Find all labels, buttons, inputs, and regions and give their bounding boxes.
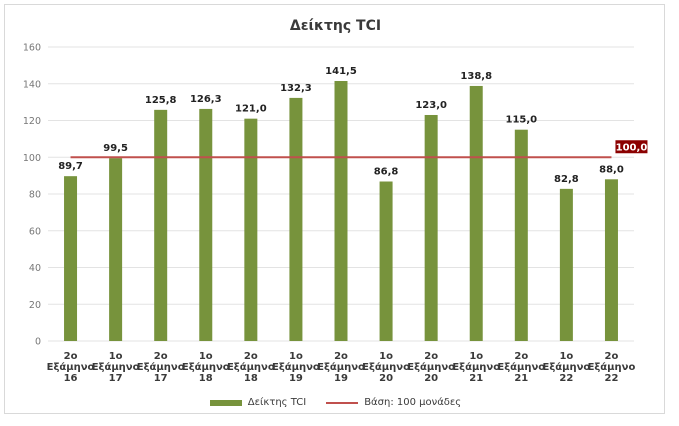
x-tick-label: 16: [64, 373, 78, 384]
bar: [64, 176, 78, 341]
x-tick-label: 1ο: [109, 351, 123, 362]
x-tick-label: Εξάμηνο: [542, 361, 590, 373]
chart-title: Δείκτης TCI: [289, 18, 382, 34]
data-label: 138,8: [460, 71, 492, 82]
x-tick-label: 1ο: [469, 351, 483, 362]
x-tick-label: Εξάμηνο: [362, 361, 410, 373]
baseline-label: 100,0: [616, 142, 648, 153]
x-tick-label: 2ο: [244, 351, 258, 362]
data-label: 141,5: [325, 66, 357, 77]
baseline-label-box: [615, 140, 648, 154]
x-tick-label: 18: [199, 373, 213, 384]
x-tick-label: Εξάμηνο: [272, 361, 320, 373]
bar: [109, 158, 123, 341]
y-tick-label: 120: [23, 116, 41, 127]
x-tick-label: Εξάμηνο: [407, 361, 455, 373]
bar: [514, 129, 528, 341]
x-tick-label: Εξάμηνο: [92, 361, 140, 373]
y-tick-label: 20: [29, 300, 41, 311]
x-tick-label: 22: [605, 373, 619, 384]
chart-frame: Δείκτης TCI 0 20 40 60 80 100 120 140 160 89,7 99,…: [4, 4, 665, 414]
y-tick-label: 160: [23, 43, 41, 54]
bar: [334, 80, 348, 342]
bar: [559, 188, 573, 341]
data-label: 123,0: [415, 100, 447, 111]
data-label: 121,0: [235, 104, 267, 115]
data-label: 132,3: [280, 83, 312, 94]
x-tick-label: 17: [109, 373, 123, 384]
x-tick-label: 21: [469, 373, 483, 384]
legend-label-tci: Δείκτης TCI: [247, 397, 307, 408]
x-tick-label: Εξάμηνο: [317, 361, 365, 373]
x-tick-label: Εξάμηνο: [47, 361, 95, 373]
x-tick-label: 20: [379, 373, 393, 384]
x-tick-label: 2ο: [334, 351, 348, 362]
x-tick-label: Εξάμηνο: [137, 361, 185, 373]
y-tick-label: 0: [35, 337, 41, 348]
y-tick-label: 40: [29, 263, 41, 274]
y-tick-label: 60: [29, 226, 41, 237]
x-tick-label: 19: [289, 373, 303, 384]
data-label: 88,0: [599, 164, 624, 175]
x-tick-label: 22: [559, 373, 573, 384]
data-label: 126,3: [190, 94, 222, 105]
legend-swatch-line: [326, 401, 359, 404]
data-label: 99,5: [103, 143, 128, 154]
x-tick-label: 1ο: [199, 351, 213, 362]
data-label: 89,7: [58, 161, 83, 172]
x-tick-label: 2ο: [424, 351, 438, 362]
x-tick-label: 2ο: [605, 351, 619, 362]
x-tick-label: 2ο: [154, 351, 168, 362]
x-tick-label: 1ο: [289, 351, 303, 362]
x-tick-label: Εξάμηνο: [588, 361, 636, 373]
y-tick-label: 140: [23, 79, 41, 90]
chart-plot: 0 20 40 60 80 100 120 140 160 89,7 99,5 125,8 126,3 1…: [23, 43, 648, 384]
x-tick-label: 1ο: [379, 351, 393, 362]
x-tick-label: Εξάμηνο: [497, 361, 545, 373]
x-tick-label: 19: [334, 373, 348, 384]
x-tick-label: 18: [244, 373, 258, 384]
y-tick-label: 100: [23, 153, 41, 164]
y-tick-label: 80: [29, 190, 41, 201]
bar: [469, 85, 483, 341]
x-tick-label: Εξάμηνο: [227, 361, 275, 373]
x-tick-label: 2ο: [64, 351, 78, 362]
x-tick-label: 1ο: [559, 351, 573, 362]
legend-swatch-bar: [209, 399, 242, 406]
x-tick-label: Εξάμηνο: [452, 361, 500, 373]
x-tick-label: 20: [424, 373, 438, 384]
bar: [424, 114, 438, 341]
data-label: 125,8: [145, 95, 177, 106]
bar: [604, 179, 618, 341]
chart-legend: Δείκτης TCI Βάση: 100 μονάδες: [5, 397, 666, 408]
x-tick-label: 2ο: [514, 351, 528, 362]
bar: [154, 109, 168, 341]
bar: [199, 108, 213, 341]
legend-item-tci: Δείκτης TCI: [209, 397, 307, 408]
x-tick-label: 17: [154, 373, 168, 384]
data-label: 86,8: [374, 167, 399, 178]
bar: [379, 181, 393, 341]
bar: [289, 97, 303, 342]
data-label: 115,0: [505, 115, 537, 126]
data-label: 82,8: [554, 174, 579, 185]
legend-item-base: Βάση: 100 μονάδες: [326, 397, 461, 408]
x-tick-label: 21: [514, 373, 528, 384]
bar: [244, 118, 258, 341]
legend-label-base: Βάση: 100 μονάδες: [364, 397, 462, 408]
x-tick-label: Εξάμηνο: [182, 361, 230, 373]
